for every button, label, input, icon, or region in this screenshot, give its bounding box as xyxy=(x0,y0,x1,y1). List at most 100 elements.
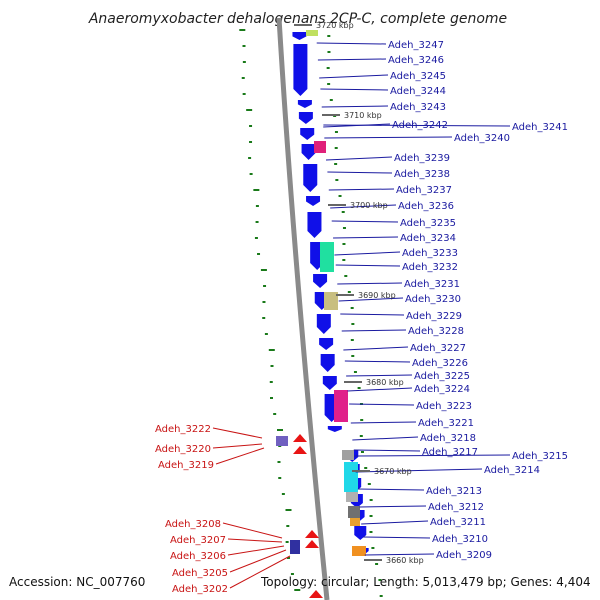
gc-skew-track xyxy=(239,29,383,597)
feature-block xyxy=(348,506,360,518)
gene-label: Adeh_3211 xyxy=(430,517,486,528)
kbp-label: 3670 kbp xyxy=(374,467,412,476)
leader-line xyxy=(341,329,407,332)
feature-block xyxy=(342,450,354,460)
leader-line xyxy=(317,58,387,61)
forward-gene-arrow xyxy=(301,144,316,160)
gene-label: Adeh_3224 xyxy=(414,384,470,395)
gene-label: Adeh_3235 xyxy=(400,218,456,229)
forward-gene-arrow xyxy=(319,338,334,350)
gene-label: Adeh_3207 xyxy=(170,535,226,546)
gene-label: Adeh_3210 xyxy=(432,534,488,545)
gene-label: Adeh_3241 xyxy=(512,122,568,133)
forward-gene-arrow xyxy=(327,426,342,432)
forward-gene-arrow xyxy=(292,32,307,40)
leader-line xyxy=(328,188,395,191)
reverse-gene-arrow xyxy=(293,446,307,454)
gene-label: Adeh_3215 xyxy=(512,451,568,462)
genome-backbone xyxy=(276,17,330,600)
label-leader-lines xyxy=(212,42,511,589)
gene-label: Adeh_3231 xyxy=(404,279,460,290)
gene-label: Adeh_3228 xyxy=(408,326,464,337)
gene-label: Adeh_3219 xyxy=(158,460,214,471)
forward-gene-arrow xyxy=(297,100,312,108)
gene-label: Adeh_3238 xyxy=(394,169,450,180)
gene-label: Adeh_3205 xyxy=(172,568,228,579)
kbp-label: 3660 kbp xyxy=(386,556,424,565)
leader-line xyxy=(362,536,431,539)
gene-label: Adeh_3245 xyxy=(390,71,446,82)
leader-line xyxy=(330,204,397,209)
forward-gene-arrow xyxy=(354,526,367,540)
accession-text: Accession: NC_007760 xyxy=(9,575,145,589)
feature-block xyxy=(352,546,366,556)
feature-block xyxy=(320,242,334,272)
leader-line xyxy=(349,403,415,406)
gene-label: Adeh_3217 xyxy=(422,447,478,458)
leader-line xyxy=(337,282,403,285)
leader-line xyxy=(333,236,399,239)
gene-label: Adeh_3234 xyxy=(400,233,456,244)
gene-label: Adeh_3221 xyxy=(418,418,474,429)
kbp-label: 3710 kbp xyxy=(344,111,382,120)
leader-line xyxy=(316,42,387,45)
feature-block xyxy=(346,492,358,502)
leader-line xyxy=(346,374,413,377)
leader-line xyxy=(347,387,413,392)
leader-line xyxy=(340,313,405,316)
kbp-label: 3700 kbp xyxy=(350,201,388,210)
leader-line xyxy=(354,454,511,457)
leader-line xyxy=(352,436,419,441)
gene-label: Adeh_3236 xyxy=(398,201,454,212)
gene-label: Adeh_3220 xyxy=(155,444,211,455)
leader-line xyxy=(229,549,287,573)
forward-gene-arrow xyxy=(307,212,322,238)
reverse-gene-arrow xyxy=(305,530,319,538)
leader-line xyxy=(334,251,401,256)
gene-label: Adeh_3229 xyxy=(406,311,462,322)
kbp-label: 3720 kbp xyxy=(316,21,354,30)
gene-label: Adeh_3247 xyxy=(388,40,444,51)
gene-label: Adeh_3214 xyxy=(484,465,540,476)
forward-gene-arrow xyxy=(303,164,318,192)
gene-label: Adeh_3230 xyxy=(405,294,461,305)
forward-gene-arrow xyxy=(298,112,313,124)
gene-label: Adeh_3222 xyxy=(155,424,211,435)
gene-label: Adeh_3239 xyxy=(394,153,450,164)
leader-line xyxy=(212,443,263,449)
leader-line xyxy=(321,105,389,108)
reverse-gene-arrow xyxy=(293,434,307,442)
leader-line xyxy=(327,171,393,174)
gene-label: Adeh_3212 xyxy=(428,502,484,513)
feature-block xyxy=(276,436,288,446)
leader-line xyxy=(320,88,389,91)
forward-gene-arrow xyxy=(293,44,308,96)
gene-label: Adeh_3246 xyxy=(388,55,444,66)
gene-label: Adeh_3206 xyxy=(170,551,226,562)
gene-label: Adeh_3213 xyxy=(426,486,482,497)
leader-line xyxy=(353,449,421,452)
leader-line xyxy=(350,421,417,424)
feature-block xyxy=(344,462,358,492)
gene-label: Adeh_3232 xyxy=(402,262,458,273)
gene-label: Adeh_3233 xyxy=(402,248,458,259)
gene-label: Adeh_3242 xyxy=(392,120,448,131)
forward-gene-arrow xyxy=(300,128,315,140)
leader-line xyxy=(355,468,483,473)
forward-gene-arrow xyxy=(306,196,321,206)
leader-line xyxy=(338,297,404,302)
position-markers: 3720 kbp 3710 kbp 3700 kbp 3690 kbp 3680 kbp… xyxy=(294,21,424,565)
feature-block xyxy=(314,141,326,153)
feature-block xyxy=(306,30,318,36)
forward-gene-arrow xyxy=(322,376,337,390)
leader-line xyxy=(227,538,283,543)
kbp-label: 3680 kbp xyxy=(366,378,404,387)
leader-line xyxy=(325,156,393,161)
feature-block xyxy=(350,518,360,526)
gene-label: Adeh_3223 xyxy=(416,401,472,412)
leader-line xyxy=(323,124,511,127)
gene-label: Adeh_3218 xyxy=(420,433,476,444)
gene-label: Adeh_3225 xyxy=(414,371,470,382)
feature-block xyxy=(324,292,338,310)
